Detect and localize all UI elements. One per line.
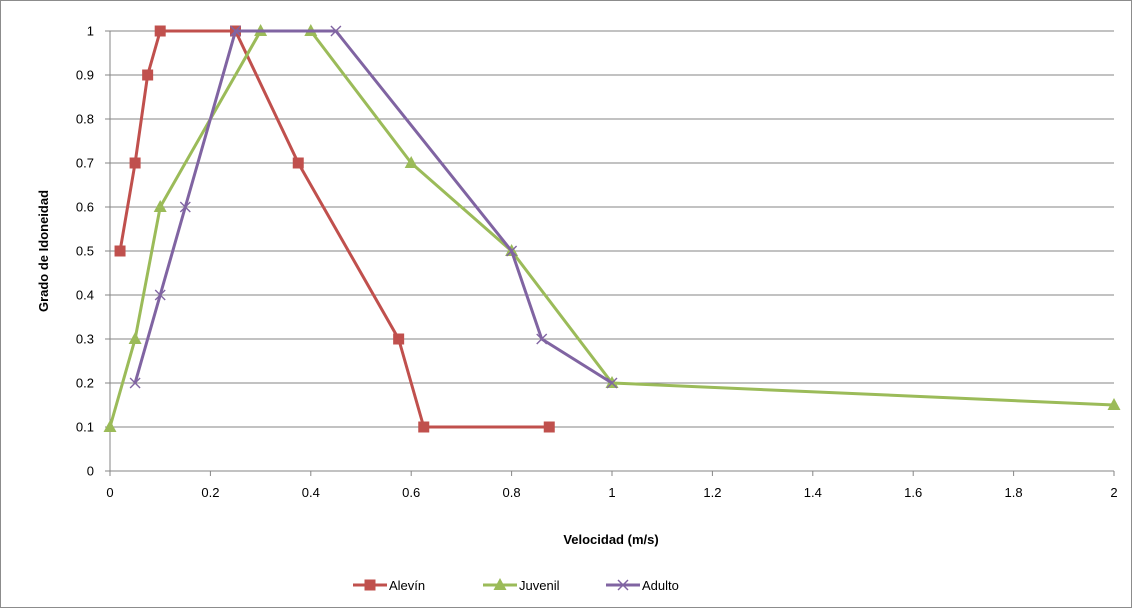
data-point-series-0 — [543, 421, 555, 433]
y-axis-title: Grado de Idoneidad — [36, 190, 51, 312]
marker-stroke — [129, 377, 141, 389]
legend-entry-1: Juvenil — [483, 578, 560, 593]
y-tick-label: 0.4 — [76, 288, 94, 303]
legend-swatch-marker — [617, 579, 629, 591]
y-tick-label: 0.7 — [76, 156, 94, 171]
x-tick-label: 0.8 — [503, 485, 521, 500]
data-point-series-0 — [418, 421, 430, 433]
y-tick-label: 0.8 — [76, 112, 94, 127]
data-point-series-0 — [292, 157, 304, 169]
data-point-series-2 — [506, 245, 518, 257]
x-tick-label: 1.2 — [703, 485, 721, 500]
y-tick-label: 0.9 — [76, 68, 94, 83]
gridlines — [110, 30, 1114, 428]
legend-label: Adulto — [642, 578, 679, 593]
x-axis-title: Velocidad (m/s) — [563, 532, 658, 547]
x-tick-label: 1 — [608, 485, 615, 500]
data-point-series-2 — [230, 25, 241, 37]
data-point-series-2 — [536, 333, 548, 345]
x-tick-label: 0.6 — [402, 485, 420, 500]
y-axis-tick-labels: 0 0.1 0.2 0.3 0.4 0.5 0.6 0.7 0.8 0.9 1 — [76, 24, 94, 479]
legend: Alevín Juvenil Adulto — [353, 578, 679, 593]
legend-swatch-marker — [493, 578, 507, 590]
series-lines — [103, 24, 1121, 433]
data-point-series-2 — [606, 377, 618, 389]
data-point-series-1 — [404, 156, 418, 168]
data-point-series-2 — [179, 201, 191, 213]
data-point-series-2 — [129, 377, 141, 389]
legend-label: Juvenil — [519, 578, 560, 593]
x-tick-label: 1.8 — [1005, 485, 1023, 500]
series-line-2 — [133, 29, 613, 385]
data-point-series-1 — [1107, 398, 1121, 410]
x-tick-label: 2 — [1110, 485, 1117, 500]
axes — [105, 30, 1115, 476]
y-tick-label: 1 — [87, 24, 94, 39]
marker-stroke — [154, 289, 166, 301]
data-point-series-2 — [154, 289, 166, 301]
marker-stroke — [230, 25, 241, 37]
x-tick-label: 0.2 — [201, 485, 219, 500]
data-point-series-1 — [128, 332, 142, 344]
x-tick-label: 1.4 — [804, 485, 822, 500]
marker-stroke — [330, 25, 342, 37]
marker-stroke — [617, 579, 629, 591]
x-tick-label: 1.6 — [904, 485, 922, 500]
data-point-series-0 — [142, 69, 154, 81]
marker-stroke — [606, 377, 618, 389]
legend-entry-2: Adulto — [606, 578, 679, 593]
data-point-series-0 — [114, 245, 126, 257]
y-tick-label: 0.5 — [76, 244, 94, 259]
legend-swatch-marker — [364, 579, 376, 591]
marker-stroke — [179, 201, 191, 213]
legend-entry-0: Alevín — [353, 578, 425, 593]
data-point-series-0 — [154, 25, 166, 37]
x-tick-label: 0.4 — [302, 485, 320, 500]
series-line-1 — [108, 29, 1115, 428]
marker-stroke — [506, 245, 518, 257]
y-tick-label: 0.2 — [76, 376, 94, 391]
x-axis-tick-labels: 0 0.2 0.4 0.6 0.8 1 1.2 1.4 1.6 1.8 2 — [106, 485, 1117, 500]
data-point-series-2 — [330, 25, 342, 37]
y-tick-label: 0 — [87, 464, 94, 479]
legend-label: Alevín — [389, 578, 425, 593]
data-point-series-1 — [103, 420, 117, 432]
data-point-series-1 — [153, 200, 167, 212]
data-point-series-0 — [129, 157, 141, 169]
y-tick-label: 0.1 — [76, 420, 94, 435]
data-point-series-0 — [393, 333, 405, 345]
y-tick-label: 0.3 — [76, 332, 94, 347]
marker-stroke — [536, 333, 548, 345]
y-tick-label: 0.6 — [76, 200, 94, 215]
x-tick-label: 0 — [106, 485, 113, 500]
